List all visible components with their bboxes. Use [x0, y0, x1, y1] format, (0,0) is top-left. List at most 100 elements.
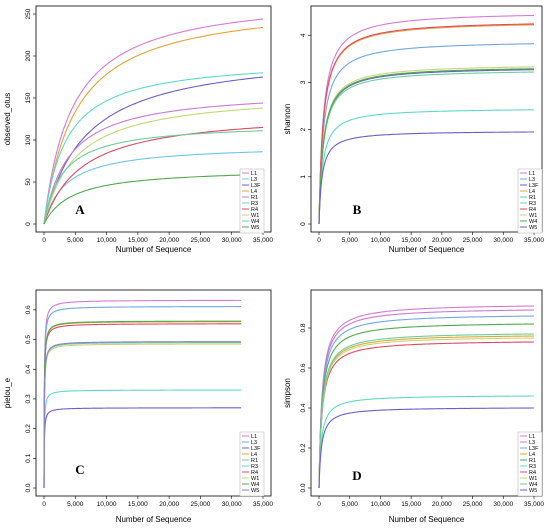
- y-tick-label: 0.5: [25, 335, 32, 344]
- legend-label-W5: W5: [251, 488, 259, 494]
- x-tick-label: 30,000: [222, 501, 242, 508]
- legend-label-W1: W1: [251, 476, 259, 482]
- series-line-L1: [43, 299, 242, 489]
- legend-label-L3F: L3F: [529, 183, 539, 189]
- y-tick-label: 0.0: [300, 483, 307, 492]
- x-axis-label: Number of Sequence: [116, 245, 192, 254]
- series-line-W4: [43, 320, 242, 489]
- series-line-W1: [43, 343, 242, 489]
- legend-label-L1: L1: [251, 171, 257, 177]
- legend-label-L3: L3: [251, 177, 257, 183]
- panel-C: 0 5,000 10,000 15,000 20,000 25,000 30,000 35,0…: [3, 289, 273, 524]
- y-tick-label: 200: [25, 50, 32, 61]
- panel-B: 0 5,000 10,000 15,000 20,000 25,000 30,000 35,0…: [283, 5, 544, 254]
- legend-label-L1: L1: [529, 171, 535, 177]
- x-tick-label: 20,000: [432, 501, 452, 508]
- x-tick-label: 10,000: [97, 501, 117, 508]
- legend-label-R4: R4: [251, 207, 258, 213]
- y-tick-label: 0.8: [300, 323, 307, 332]
- series-line-R3: [318, 109, 535, 225]
- legend-label-R3: R3: [529, 201, 536, 207]
- x-axis-label: Number of Sequence: [389, 515, 465, 524]
- x-tick-label: 35,000: [253, 237, 273, 244]
- x-tick-label: 0: [317, 237, 321, 244]
- series-line-W5: [318, 407, 535, 489]
- x-axis-label: Number of Sequence: [389, 245, 465, 254]
- legend-label-W1: W1: [529, 213, 537, 219]
- legend-label-L4: L4: [529, 452, 535, 458]
- series-line-L4: [43, 26, 264, 225]
- x-tick-label: 5,000: [67, 501, 84, 508]
- panel-letter: B: [353, 202, 362, 217]
- legend-label-R1: R1: [251, 458, 258, 464]
- legend-label-R3: R3: [251, 201, 258, 207]
- series-line-L3: [43, 306, 242, 489]
- x-tick-label: 10,000: [370, 237, 390, 244]
- y-tick-label: 0.4: [25, 364, 32, 373]
- y-tick-label: 0.0: [25, 483, 32, 492]
- legend-label-L3: L3: [251, 440, 257, 446]
- y-tick-label: 1: [300, 175, 307, 179]
- y-tick-label: 2: [300, 127, 307, 131]
- plot-frame: [35, 5, 272, 233]
- x-tick-label: 35,000: [524, 501, 544, 508]
- legend-label-R1: R1: [529, 458, 536, 464]
- legend-label-R1: R1: [251, 195, 258, 201]
- series-line-L3F: [43, 407, 242, 489]
- series-line-W5: [318, 131, 535, 225]
- legend-label-W4: W4: [529, 219, 537, 225]
- legend-box: [517, 168, 543, 234]
- series-line-L4: [318, 335, 535, 489]
- series-line-L1: [43, 18, 264, 225]
- x-tick-label: 10,000: [97, 237, 117, 244]
- y-tick-label: 0.6: [25, 305, 32, 314]
- legend-label-R3: R3: [251, 464, 258, 470]
- legend-label-L3F: L3F: [529, 446, 539, 452]
- series-line-R1: [43, 102, 264, 225]
- y-tick-label: 0.2: [25, 424, 32, 433]
- y-tick-label: 50: [25, 178, 32, 186]
- y-tick-label: 4: [300, 33, 307, 37]
- legend-label-L1: L1: [251, 434, 257, 440]
- x-tick-label: 25,000: [463, 501, 483, 508]
- panel-letter: A: [75, 202, 85, 217]
- x-tick-label: 35,000: [253, 501, 273, 508]
- y-tick-label: 0.4: [300, 403, 307, 412]
- legend-label-R4: R4: [529, 207, 536, 213]
- series-line-L1: [318, 305, 535, 489]
- y-axis-label: pielou_e: [3, 377, 12, 408]
- x-tick-label: 5,000: [342, 501, 359, 508]
- legend-box: [517, 431, 543, 497]
- plot-frame: [310, 289, 543, 497]
- x-tick-label: 15,000: [401, 501, 421, 508]
- legend-label-R3: R3: [529, 464, 536, 470]
- y-axis-label: observed_otus: [3, 93, 12, 145]
- y-axis-label: shannon: [283, 104, 292, 135]
- series-line-L3F: [318, 315, 535, 489]
- series-line-L3: [318, 309, 535, 489]
- series-line-W1: [318, 66, 535, 225]
- series-line-R1: [318, 323, 535, 489]
- x-axis-label: Number of Sequence: [116, 515, 192, 524]
- series-line-R4: [43, 323, 242, 489]
- legend-label-W1: W1: [529, 476, 537, 482]
- x-tick-label: 20,000: [159, 501, 179, 508]
- y-axis-label: simpson: [283, 378, 292, 408]
- legend-label-L4: L4: [251, 189, 257, 195]
- series-line-W5: [43, 341, 242, 489]
- legend-label-R4: R4: [251, 470, 258, 476]
- series-line-R4: [318, 23, 535, 225]
- y-tick-label: 0.2: [300, 443, 307, 452]
- legend-label-W5: W5: [529, 488, 537, 494]
- x-tick-label: 25,000: [190, 237, 210, 244]
- y-tick-label: 100: [25, 134, 32, 145]
- series-line-W4: [318, 68, 535, 225]
- plot-frame: [310, 5, 543, 233]
- legend-box: [239, 431, 265, 497]
- x-tick-label: 5,000: [67, 237, 84, 244]
- x-tick-label: 20,000: [159, 237, 179, 244]
- legend-box: [239, 168, 265, 234]
- legend-label-W5: W5: [251, 225, 259, 231]
- series-line-R3: [43, 72, 264, 225]
- y-tick-label: 3: [300, 80, 307, 84]
